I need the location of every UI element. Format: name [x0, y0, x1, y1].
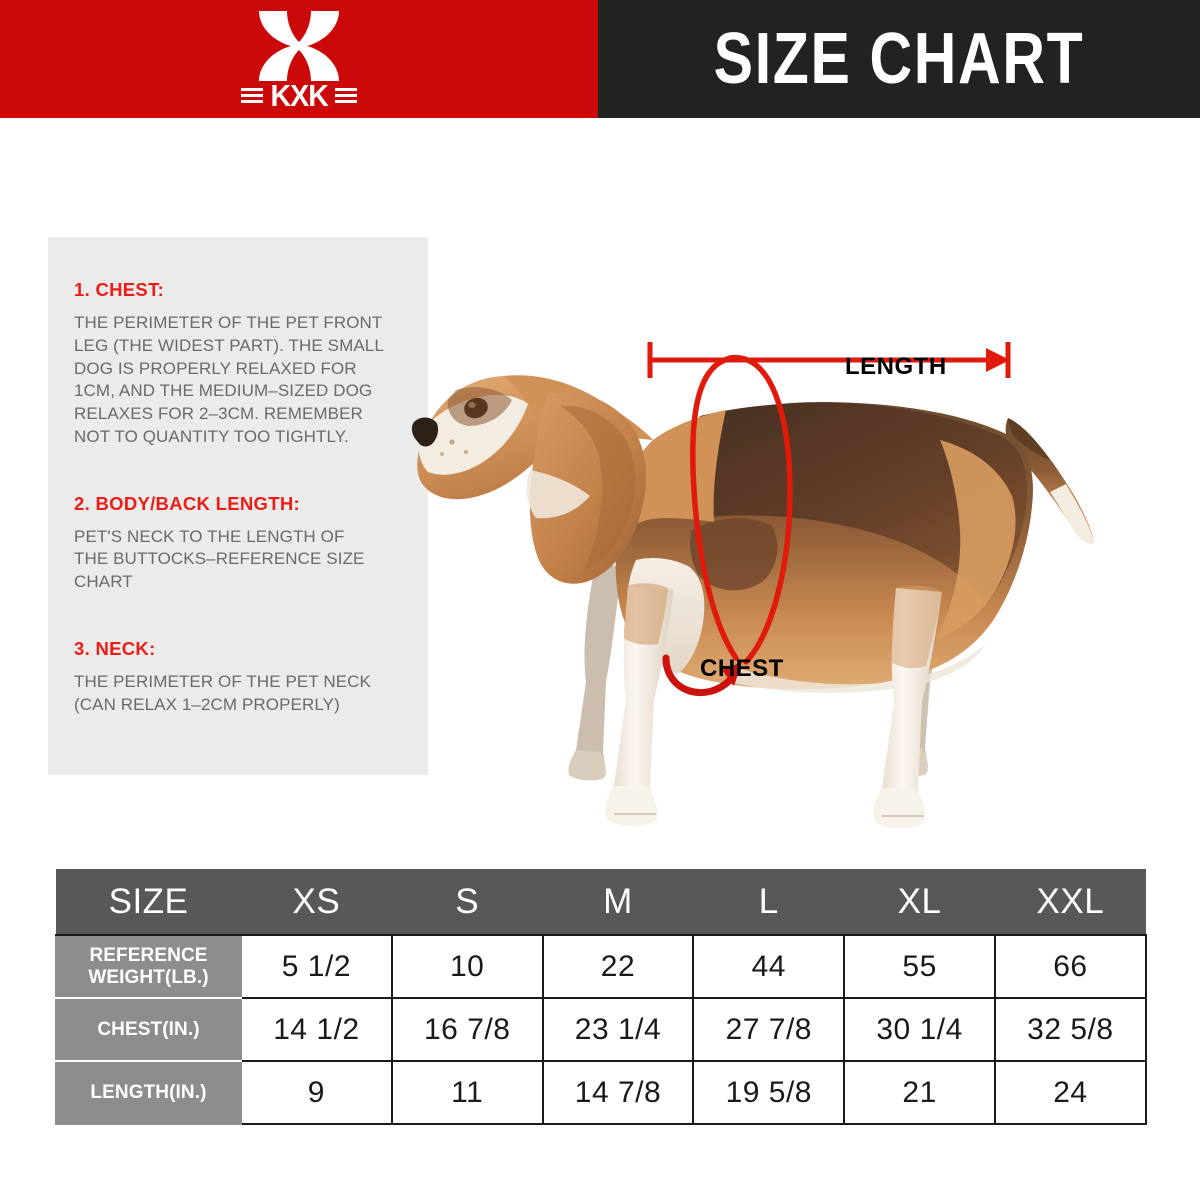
cell-weight-l: 44: [692, 934, 846, 999]
kxk-hourglass-logo-icon: [257, 9, 341, 88]
table-row: CHEST(IN.) 14 1/2 16 7/8 23 1/4 27 7/8 3…: [55, 997, 1147, 1062]
instruction-body: THE PERIMETER OF THE PET FRONT LEG (THE …: [74, 313, 384, 446]
cell-chest-xl: 30 1/4: [843, 997, 996, 1062]
table-row: REFERENCE WEIGHT(LB.) 5 1/2 10 22 44 55 …: [55, 934, 1147, 999]
table-header-s: S: [391, 869, 543, 936]
instruction-block-neck: 3. NECK: THE PERIMETER OF THE PET NECK (…: [74, 638, 428, 717]
cell-length-xs: 9: [240, 1060, 393, 1125]
table-header-m: M: [542, 869, 694, 936]
brand-wordmark: KXK: [224, 80, 374, 111]
cell-weight-xl: 55: [843, 934, 996, 999]
measurement-instructions-panel: 1. CHEST: THE PERIMETER OF THE PET FRONT…: [48, 237, 428, 775]
table-row: LENGTH(IN.) 9 11 14 7/8 19 5/8 21 24: [55, 1060, 1147, 1125]
row-label-reference-weight: REFERENCE WEIGHT(LB.): [55, 934, 242, 999]
instruction-heading: 2. BODY/BACK LENGTH:: [74, 492, 300, 514]
page-title: SIZE CHART: [713, 19, 1085, 99]
table-header-size: SIZE: [56, 869, 241, 936]
cell-length-s: 11: [390, 1060, 544, 1125]
table-header-xxl: XXL: [994, 869, 1146, 936]
title-panel: SIZE CHART: [598, 0, 1200, 118]
brand-logo: KXK: [224, 7, 374, 111]
cell-length-xl: 21: [843, 1060, 996, 1125]
cell-weight-xxl: 66: [993, 934, 1147, 999]
table-header-l: L: [693, 869, 845, 936]
table-header-xl: XL: [844, 869, 995, 936]
spacer: [74, 477, 428, 493]
logo-text: KXK: [270, 78, 328, 113]
cell-length-l: 19 5/8: [692, 1060, 846, 1125]
logo-right-bars-icon: [335, 87, 358, 104]
spacer: [74, 622, 428, 638]
row-label-length: LENGTH(IN.): [55, 1060, 242, 1125]
cell-chest-xxl: 32 5/8: [993, 997, 1147, 1062]
table-header-xs: XS: [241, 869, 392, 936]
instruction-heading: 1. CHEST:: [74, 279, 165, 300]
cell-weight-xs: 5 1/2: [240, 934, 393, 999]
table-header-row: SIZE XS S M L XL XXL: [56, 869, 1146, 936]
cell-weight-s: 10: [390, 934, 544, 999]
instruction-body: THE PERIMETER OF THE PET NECK (CAN RELAX…: [74, 671, 371, 714]
cell-chest-l: 27 7/8: [692, 997, 846, 1062]
length-annotation-label: LENGTH: [845, 353, 947, 380]
dog-illustration: [400, 230, 1140, 850]
cell-chest-xs: 14 1/2: [240, 997, 393, 1062]
size-chart-table: SIZE XS S M L XL XXL REFERENCE WEIGHT(LB…: [55, 869, 1147, 1125]
chest-girth-icon: [690, 355, 793, 665]
instruction-body: PET'S NECK TO THE LENGTH OF THE BUTTOCKS…: [74, 526, 365, 592]
chest-callout-arrow-icon: [662, 654, 742, 697]
instruction-heading: 3. NECK:: [74, 637, 156, 659]
cell-chest-s: 16 7/8: [390, 997, 544, 1062]
logo-left-bars-icon: [240, 87, 263, 104]
page-header: KXK SIZE CHART: [0, 0, 1200, 118]
cell-length-xxl: 24: [993, 1060, 1147, 1125]
instruction-block-chest: 1. CHEST: THE PERIMETER OF THE PET FRONT…: [74, 279, 428, 449]
cell-length-m: 14 7/8: [541, 1060, 695, 1125]
cell-weight-m: 22: [541, 934, 695, 999]
length-arrow-icon: [647, 342, 1011, 378]
chest-annotation-label: CHEST: [700, 655, 784, 682]
instruction-block-body-length: 2. BODY/BACK LENGTH: PET'S NECK TO THE L…: [74, 493, 428, 594]
cell-chest-m: 23 1/4: [541, 997, 695, 1062]
row-label-chest: CHEST(IN.): [55, 997, 242, 1062]
brand-panel: KXK: [0, 0, 598, 118]
